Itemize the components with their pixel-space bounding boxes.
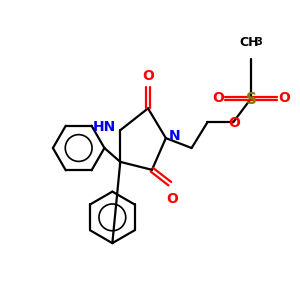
Text: O: O [212, 92, 224, 106]
Text: O: O [228, 116, 240, 130]
Text: CH: CH [239, 36, 259, 49]
Text: N: N [169, 129, 180, 143]
Text: S: S [246, 92, 256, 107]
Text: HN: HN [93, 120, 116, 134]
Text: O: O [166, 192, 178, 206]
Text: 3: 3 [256, 37, 262, 47]
Text: O: O [278, 92, 290, 106]
Text: O: O [142, 69, 154, 82]
